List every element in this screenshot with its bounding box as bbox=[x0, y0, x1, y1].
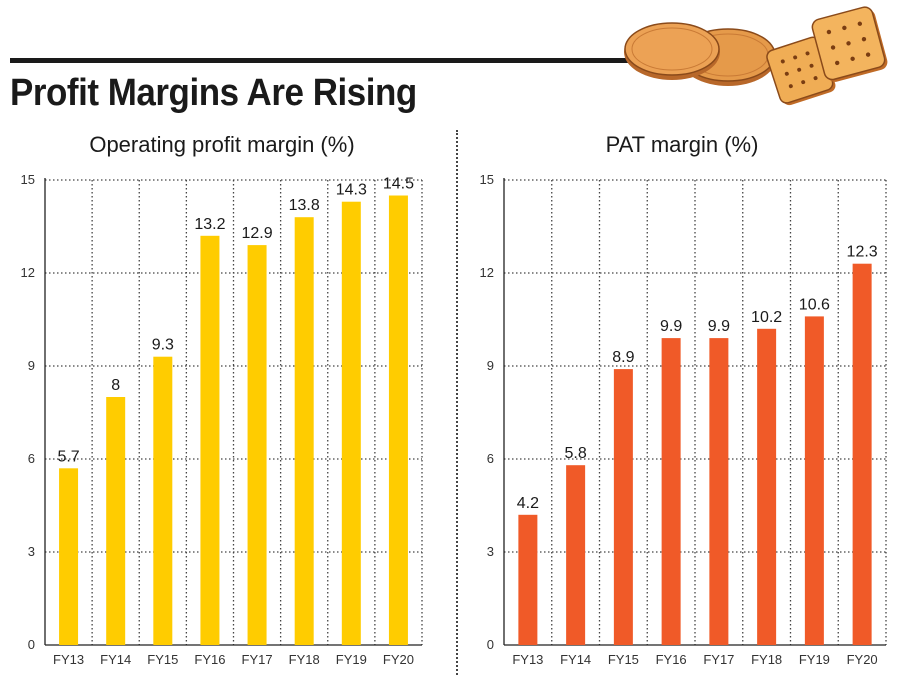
data-label: 9.3 bbox=[152, 337, 174, 354]
bar bbox=[247, 245, 267, 645]
bar bbox=[613, 369, 633, 645]
x-tick-label: FY19 bbox=[336, 652, 367, 667]
data-label: 5.7 bbox=[57, 448, 79, 465]
data-label: 14.3 bbox=[336, 182, 367, 199]
data-label: 8 bbox=[111, 377, 120, 394]
data-label: 4.2 bbox=[517, 495, 539, 512]
y-tick-label: 3 bbox=[487, 544, 494, 559]
header-rule bbox=[10, 58, 650, 63]
chart-divider bbox=[456, 130, 458, 675]
x-tick-label: FY15 bbox=[147, 652, 178, 667]
x-tick-label: FY16 bbox=[656, 652, 687, 667]
y-tick-label: 12 bbox=[480, 265, 494, 280]
x-tick-label: FY14 bbox=[560, 652, 591, 667]
chart-title: Operating profit margin (%) bbox=[89, 132, 354, 157]
bar bbox=[518, 514, 538, 645]
bar bbox=[200, 235, 220, 646]
bar bbox=[852, 263, 872, 645]
bar bbox=[59, 468, 79, 645]
bar bbox=[153, 356, 173, 645]
operating-margin-chart: Operating profit margin (%) 0 3 6 9 12 15 5.7 F… bbox=[21, 132, 423, 667]
bar bbox=[388, 195, 408, 645]
data-label: 13.8 bbox=[289, 197, 320, 214]
chart-title: PAT margin (%) bbox=[606, 132, 759, 157]
x-tick-label: FY20 bbox=[847, 652, 878, 667]
y-tick-label: 9 bbox=[487, 358, 494, 373]
x-tick-label: FY14 bbox=[100, 652, 131, 667]
bar bbox=[106, 397, 126, 645]
x-tick-label: FY19 bbox=[799, 652, 830, 667]
data-label: 12.9 bbox=[241, 225, 272, 242]
data-label: 12.3 bbox=[847, 244, 878, 261]
pat-margin-chart: PAT margin (%) 0 3 6 9 12 15 4.2 FY13 5.8 FY14 8.9… bbox=[480, 132, 887, 667]
round-biscuit-front bbox=[624, 22, 720, 80]
bar bbox=[294, 217, 314, 645]
data-label: 13.2 bbox=[194, 216, 225, 233]
data-label: 9.9 bbox=[708, 318, 730, 335]
y-tick-label: 3 bbox=[28, 544, 35, 559]
x-tick-label: FY15 bbox=[608, 652, 639, 667]
bar bbox=[661, 338, 681, 645]
x-tick-label: FY13 bbox=[512, 652, 543, 667]
y-tick-label: 15 bbox=[480, 172, 494, 187]
data-label: 9.9 bbox=[660, 318, 682, 335]
data-label: 5.8 bbox=[565, 445, 587, 462]
page-title: Profit Margins Are Rising bbox=[10, 72, 417, 114]
y-tick-label: 15 bbox=[21, 172, 35, 187]
x-tick-label: FY18 bbox=[751, 652, 782, 667]
bar bbox=[566, 465, 586, 645]
bar bbox=[341, 201, 361, 645]
data-label: 8.9 bbox=[612, 349, 634, 366]
y-tick-label: 9 bbox=[28, 358, 35, 373]
data-label: 14.5 bbox=[383, 176, 414, 193]
x-tick-label: FY13 bbox=[53, 652, 84, 667]
bar bbox=[709, 338, 729, 645]
y-tick-label: 0 bbox=[28, 637, 35, 652]
data-label: 10.2 bbox=[751, 309, 782, 326]
biscuits-illustration bbox=[624, 6, 888, 106]
square-biscuit-large bbox=[811, 6, 888, 82]
data-label: 10.6 bbox=[799, 296, 830, 313]
x-tick-label: FY18 bbox=[289, 652, 320, 667]
x-tick-label: FY17 bbox=[703, 652, 734, 667]
y-tick-label: 0 bbox=[487, 637, 494, 652]
bar bbox=[804, 316, 824, 645]
y-tick-label: 12 bbox=[21, 265, 35, 280]
x-tick-label: FY20 bbox=[383, 652, 414, 667]
x-tick-label: FY16 bbox=[194, 652, 225, 667]
y-tick-label: 6 bbox=[28, 451, 35, 466]
x-tick-label: FY17 bbox=[242, 652, 273, 667]
y-tick-label: 6 bbox=[487, 451, 494, 466]
bar bbox=[757, 328, 777, 645]
